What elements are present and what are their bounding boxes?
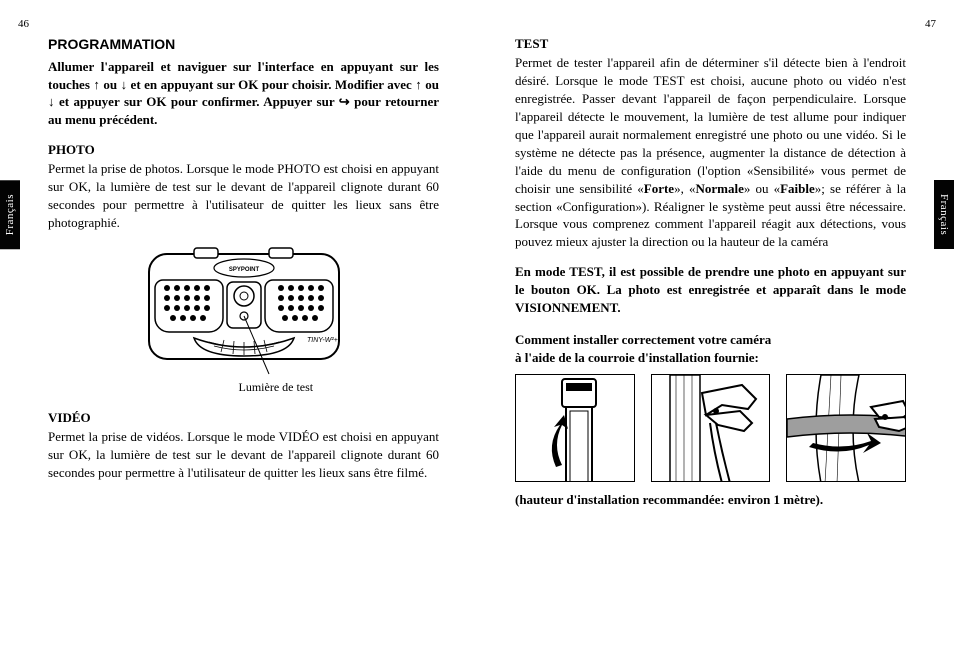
test-body-part1: Permet de tester l'appareil afin de déte… xyxy=(515,55,906,196)
language-tab-left: Français xyxy=(0,180,20,249)
device-caption: Lumière de test xyxy=(129,380,359,394)
video-heading: VIDÉO xyxy=(48,410,439,426)
photo-body: Permet la prise de photos. Lorsque le mo… xyxy=(48,160,439,232)
section-title-programmation: PROGRAMMATION xyxy=(48,36,439,52)
height-note: (hauteur d'installation recommandée: env… xyxy=(515,492,906,508)
device-figure: SPYPOINT xyxy=(129,246,359,394)
test-body: Permet de tester l'appareil afin de déte… xyxy=(515,54,906,251)
install-step-3 xyxy=(786,374,906,482)
sensitivity-normale: Normale xyxy=(695,181,743,196)
right-page: 47 Français TEST Permet de tester l'appa… xyxy=(477,0,954,663)
device-illustration: SPYPOINT xyxy=(139,246,349,376)
installation-thumbnails xyxy=(515,374,906,482)
install-step-2 xyxy=(651,374,771,482)
intro-paragraph: Allumer l'appareil et naviguer sur l'int… xyxy=(48,58,439,128)
install-head-line2: à l'aide de la courroie d'installation f… xyxy=(515,350,759,365)
install-heading: Comment installer correctement votre cam… xyxy=(515,331,906,366)
sensitivity-faible: Faible xyxy=(780,181,815,196)
test-heading: TEST xyxy=(515,36,906,52)
page-number-left: 46 xyxy=(18,18,29,30)
install-head-line1: Comment installer correctement votre cam… xyxy=(515,332,771,347)
page-spread: 46 Français PROGRAMMATION Allumer l'appa… xyxy=(0,0,954,663)
language-tab-right: Français xyxy=(934,180,954,249)
left-page: 46 Français PROGRAMMATION Allumer l'appa… xyxy=(0,0,477,663)
video-body: Permet la prise de vidéos. Lorsque le mo… xyxy=(48,428,439,482)
page-number-right: 47 xyxy=(925,18,936,30)
sep2: » ou « xyxy=(744,181,780,196)
svg-text:SPYPOINT: SPYPOINT xyxy=(228,267,259,273)
test-bold-note: En mode TEST, il est possible de prendre… xyxy=(515,263,906,317)
right-content: TEST Permet de tester l'appareil afin de… xyxy=(515,36,906,508)
device-model-label: TINY-W²+ xyxy=(307,337,338,344)
sensitivity-forte: Forte xyxy=(644,181,674,196)
sep1: », « xyxy=(674,181,695,196)
install-step-1 xyxy=(515,374,635,482)
photo-heading: PHOTO xyxy=(48,142,439,158)
left-content: PROGRAMMATION Allumer l'appareil et navi… xyxy=(48,36,439,482)
